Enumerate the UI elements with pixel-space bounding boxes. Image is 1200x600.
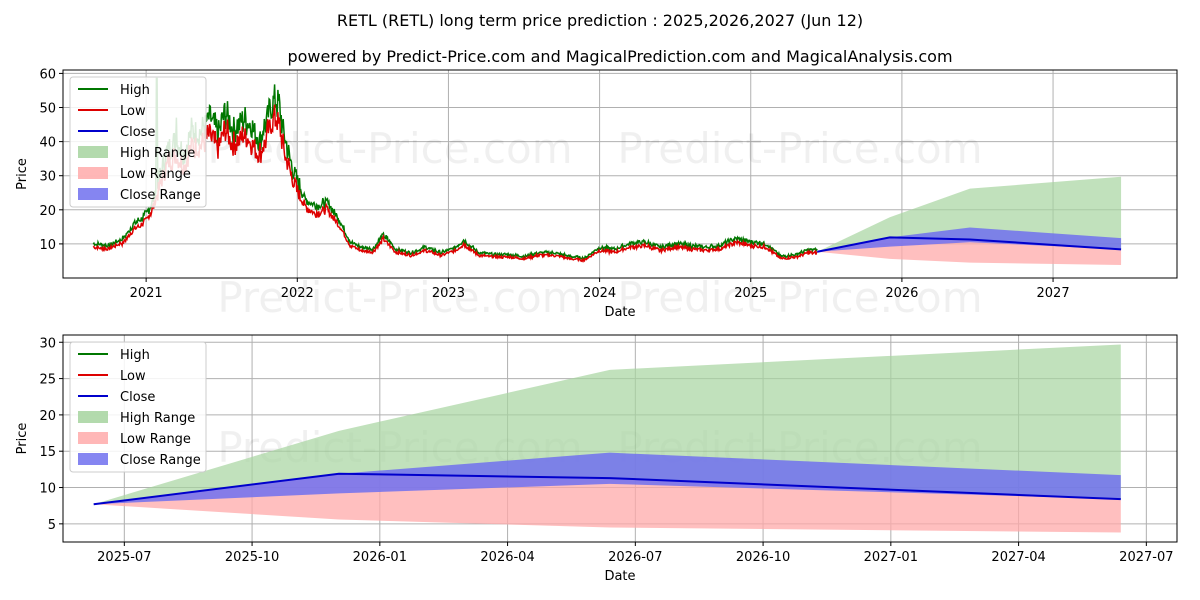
- x-tick-label: 2026-01: [353, 550, 407, 565]
- y-tick-label: 5: [48, 518, 56, 533]
- low-series-line: [92, 104, 818, 264]
- plot-area: [93, 344, 1121, 533]
- legend-label-high-range: High Range: [120, 146, 195, 161]
- x-tick-label: 2027-01: [864, 550, 918, 565]
- plot-frame: [62, 69, 1178, 279]
- legend-label-low: Low: [120, 104, 146, 119]
- legend-label-low-range: Low Range: [120, 167, 191, 182]
- plot-area: [92, 77, 1122, 266]
- legend-label-close-range: Close Range: [120, 453, 201, 468]
- legend-label-low: Low: [120, 369, 146, 384]
- y-tick-label: 20: [39, 409, 56, 424]
- y-tick-label: 50: [39, 102, 56, 117]
- legend-label-high-range: High Range: [120, 411, 195, 426]
- x-tick-label: 2026-04: [480, 550, 534, 565]
- legend-label-close: Close: [120, 125, 155, 140]
- legend-label-high: High: [120, 348, 150, 363]
- legend-swatch-low-range: [78, 432, 108, 444]
- x-tick-label: 2024: [583, 286, 616, 301]
- y-tick-label: 10: [39, 238, 56, 253]
- y-tick-label: 40: [39, 136, 56, 151]
- close-series-line: [93, 472, 1121, 506]
- y-tick-label: 30: [39, 336, 56, 351]
- y-axis-label: Price: [15, 158, 30, 190]
- x-tick-label: 2023: [432, 286, 465, 301]
- legend-label-close-range: Close Range: [120, 188, 201, 203]
- x-tick-label: 2027-04: [991, 550, 1045, 565]
- x-tick-label: 2025-07: [97, 550, 151, 565]
- x-tick-label: 2022: [281, 286, 314, 301]
- legend-swatch-high-range: [78, 146, 108, 158]
- legend-label-high: High: [120, 83, 150, 98]
- y-axis-label: Price: [15, 423, 30, 455]
- plot-frame: [62, 334, 1178, 543]
- y-tick-label: 60: [39, 67, 56, 82]
- legend-swatch-close-range: [78, 453, 108, 465]
- y-tick-label: 20: [39, 204, 56, 219]
- x-tick-label: 2025: [734, 286, 767, 301]
- watermark: Predict-Price.com: [617, 124, 982, 173]
- watermark: Predict-Price.com: [217, 273, 582, 322]
- x-tick-label: 2026: [885, 286, 918, 301]
- x-tick-label: 2021: [130, 286, 163, 301]
- legend-swatch-close-range: [78, 188, 108, 200]
- x-tick-label: 2027-07: [1119, 550, 1173, 565]
- x-tick-label: 2026-07: [608, 550, 662, 565]
- legend-label-low-range: Low Range: [120, 432, 191, 447]
- watermark: Predict-Price.com: [617, 273, 982, 322]
- y-tick-label: 10: [39, 482, 56, 497]
- legend-swatch-high-range: [78, 411, 108, 423]
- legend-label-close: Close: [120, 390, 155, 405]
- x-tick-label: 2026-10: [736, 550, 790, 565]
- forecast-panel: Predict-Price.comPredict-Price.com2025-0…: [15, 334, 1178, 584]
- high-series-line: [92, 77, 818, 262]
- x-tick-label: 2025-10: [225, 550, 279, 565]
- chart-subtitle: powered by Predict-Price.com and Magical…: [287, 47, 952, 66]
- y-tick-label: 15: [39, 445, 56, 460]
- legend-swatch-low-range: [78, 167, 108, 179]
- close-series-line: [817, 236, 1122, 253]
- x-axis-label: Date: [604, 305, 635, 320]
- x-tick-label: 2027: [1037, 286, 1070, 301]
- chart-title: RETL (RETL) long term price prediction :…: [337, 11, 863, 30]
- x-axis-label: Date: [604, 569, 635, 584]
- y-tick-label: 30: [39, 170, 56, 185]
- y-tick-label: 25: [39, 373, 56, 388]
- long-term-panel: Predict-Price.com Predict-Price.com Predic…: [15, 67, 1178, 322]
